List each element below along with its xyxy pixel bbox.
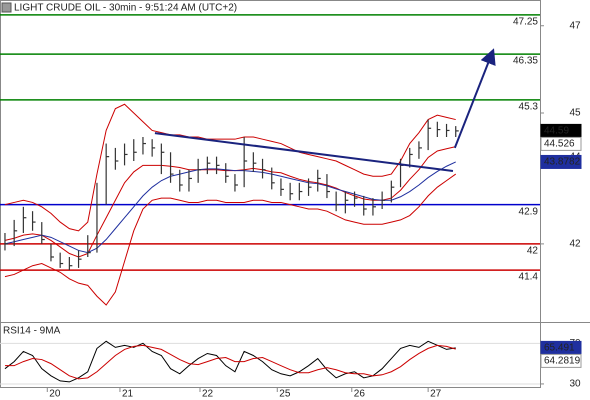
rsi-title: RSI14 - 9MA xyxy=(3,326,61,337)
level-label: 42.9 xyxy=(519,206,539,217)
price-label: 44.526 xyxy=(544,139,575,150)
line-series xyxy=(4,161,456,254)
price-label-box xyxy=(540,154,582,169)
price-label: 65.491 xyxy=(544,343,575,354)
chart-title: LIGHT CRUDE OIL - 30min - 9:51:24 AM (UT… xyxy=(14,3,237,14)
price-label: 44.59 xyxy=(544,126,569,137)
price-label-box xyxy=(540,353,582,368)
level-label: 45.3 xyxy=(519,102,539,113)
level-label: 41.4 xyxy=(519,272,539,283)
icon xyxy=(1,2,12,13)
trendline xyxy=(453,48,496,149)
level-label: 42 xyxy=(527,246,539,257)
frame xyxy=(0,0,541,388)
line-series xyxy=(4,173,457,306)
x-tick-label: 26 xyxy=(354,389,366,400)
y-tick-label: 42 xyxy=(569,239,581,250)
line-series xyxy=(4,344,456,380)
line-series xyxy=(4,103,456,232)
trendline xyxy=(154,132,454,173)
x-tick-label: 21 xyxy=(122,389,134,400)
price-label-box xyxy=(540,136,582,151)
level-label: 47.25 xyxy=(513,16,538,27)
price-label: 64.2819 xyxy=(544,356,581,367)
x-tick-label: 22 xyxy=(202,389,214,400)
y-tick-label: 30 xyxy=(569,379,581,390)
line-series xyxy=(4,340,456,383)
price-label: 43.8782 xyxy=(544,157,581,168)
y-tick-label: 45 xyxy=(569,108,581,119)
level-label: 46.35 xyxy=(513,56,538,67)
x-tick-label: 25 xyxy=(279,389,291,400)
x-tick-label: 20 xyxy=(49,389,61,400)
x-tick-label: 27 xyxy=(430,389,442,400)
y-tick-label: 47 xyxy=(569,20,581,31)
